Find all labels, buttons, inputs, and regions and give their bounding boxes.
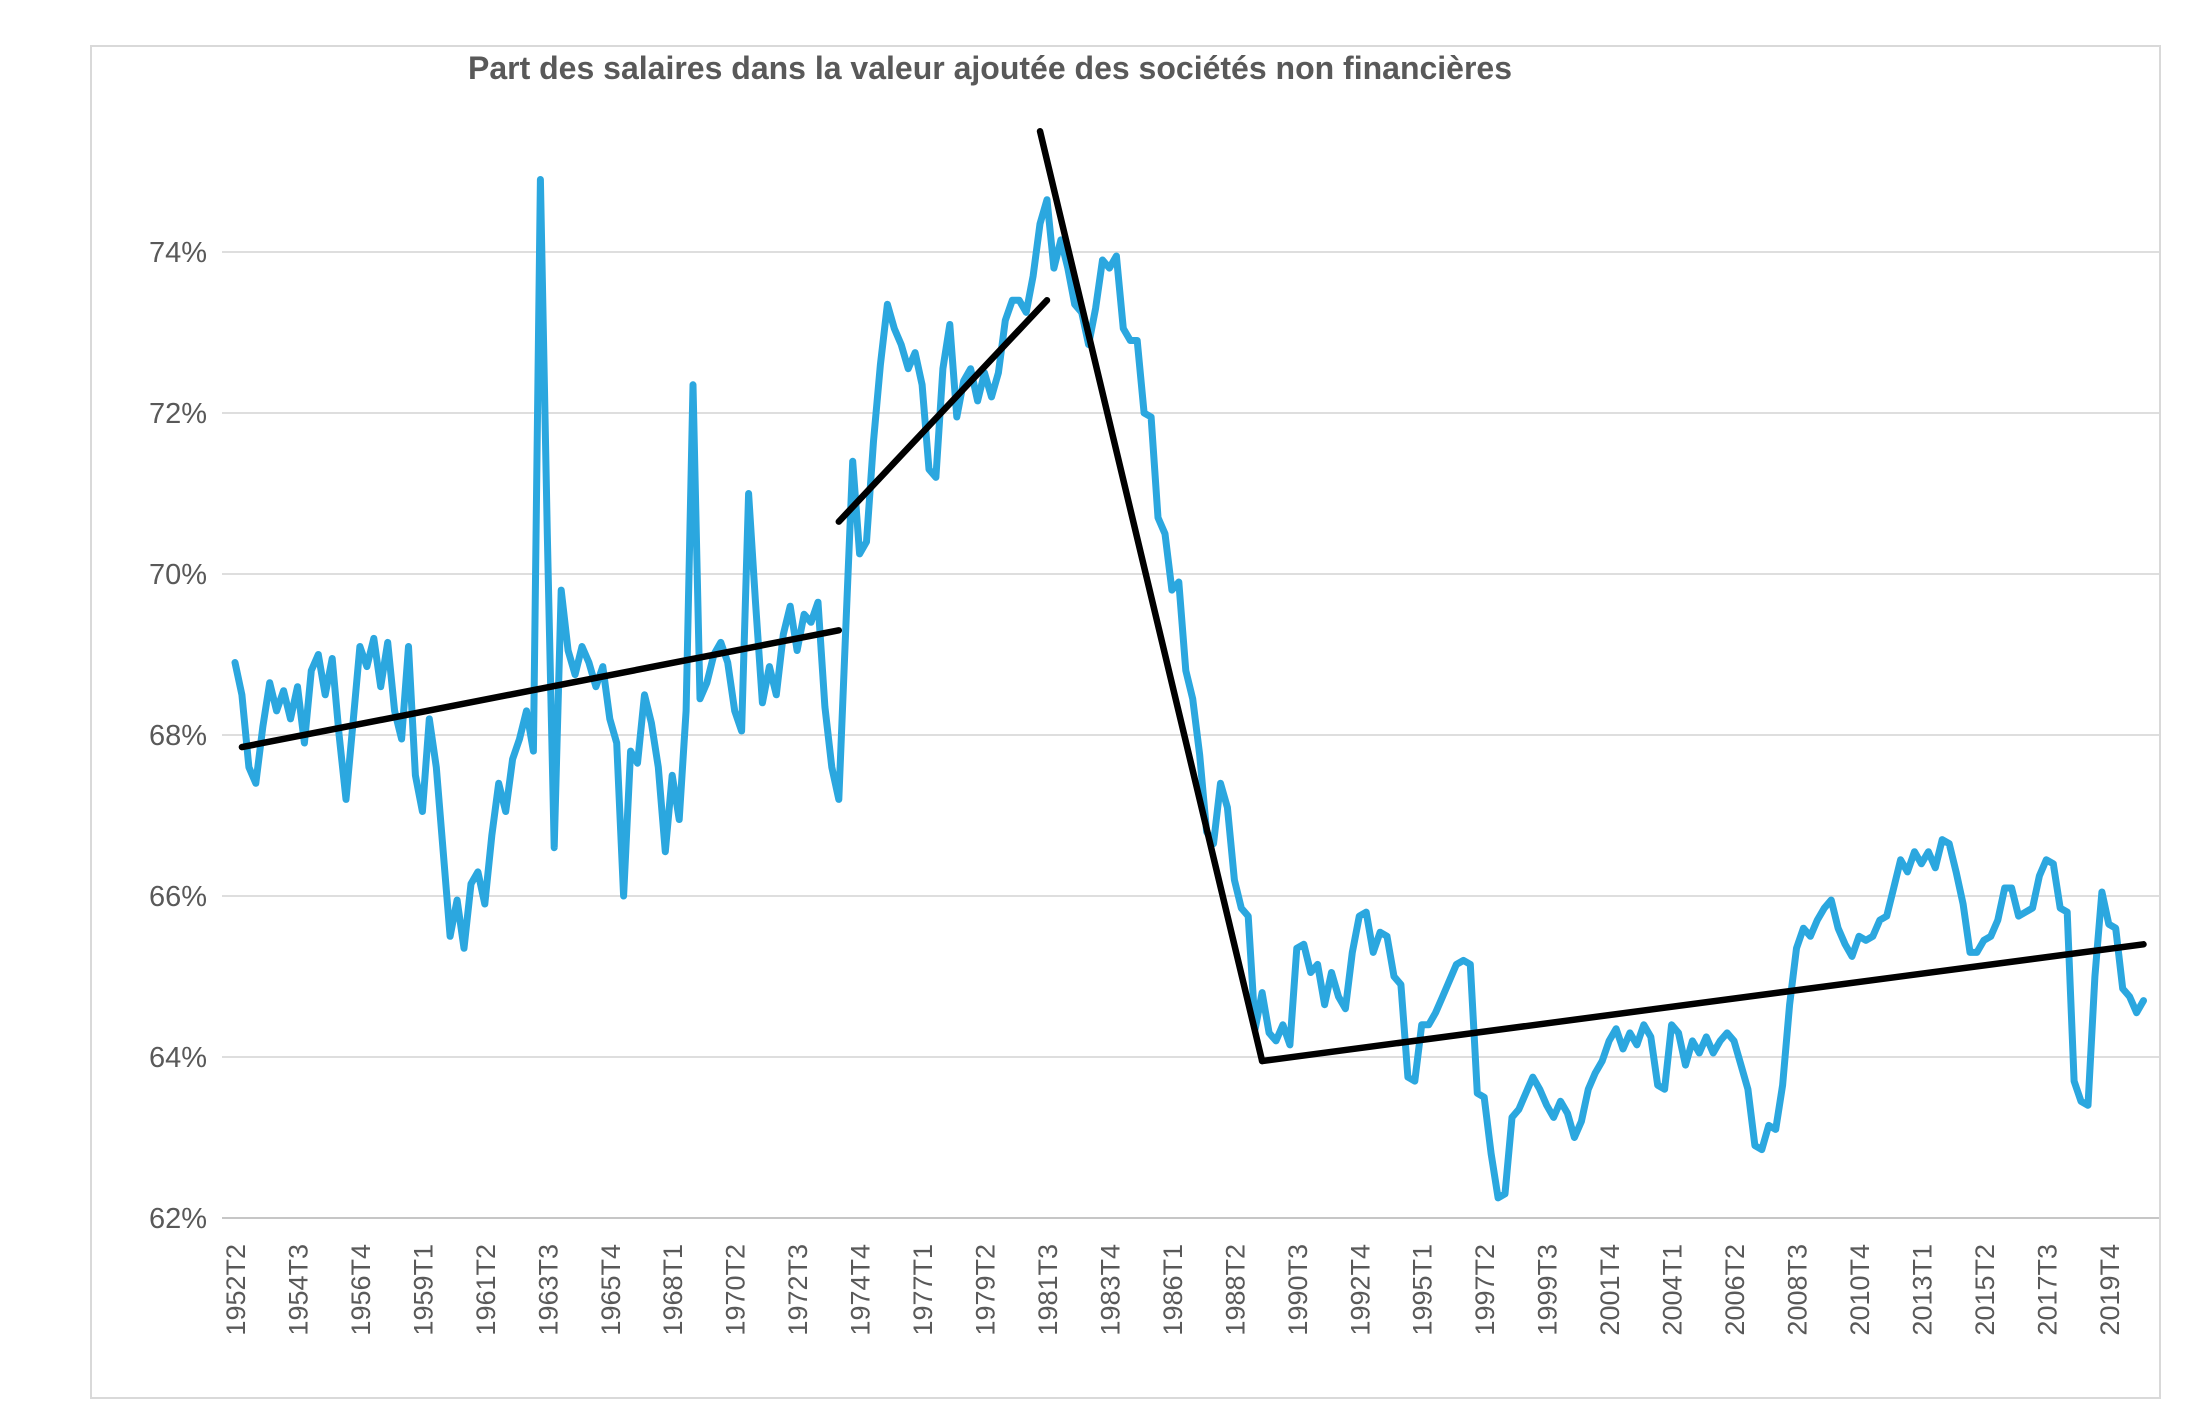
x-tick-label-2006T2: 2006T2 <box>1720 1244 1750 1336</box>
x-tick-label-2015T2: 2015T2 <box>1970 1244 2000 1336</box>
x-tick-label-1992T4: 1992T4 <box>1345 1244 1375 1336</box>
x-tick-label-1956T4: 1956T4 <box>346 1244 376 1336</box>
y-tick-label-74%: 74% <box>149 237 207 269</box>
y-tick-label-72%: 72% <box>149 398 207 430</box>
x-tick-label-2008T3: 2008T3 <box>1783 1244 1813 1336</box>
x-tick-label-2004T1: 2004T1 <box>1658 1244 1688 1336</box>
x-tick-label-1952T2: 1952T2 <box>221 1244 251 1336</box>
x-tick-label-1995T1: 1995T1 <box>1408 1244 1438 1336</box>
x-tick-label-1988T2: 1988T2 <box>1220 1244 1250 1336</box>
x-tick-label-1986T1: 1986T1 <box>1158 1244 1188 1336</box>
x-tick-label-1972T3: 1972T3 <box>783 1244 813 1336</box>
chart-title: Part des salaires dans la valeur ajoutée… <box>467 50 1513 86</box>
x-tick-label-2019T4: 2019T4 <box>2095 1244 2125 1336</box>
x-tick-label-1990T3: 1990T3 <box>1283 1244 1313 1336</box>
x-tick-label-1979T2: 1979T2 <box>971 1244 1001 1336</box>
x-tick-label-2013T1: 2013T1 <box>1907 1244 1937 1336</box>
x-tick-label-2010T4: 2010T4 <box>1845 1244 1875 1336</box>
x-tick-label-1959T1: 1959T1 <box>408 1244 438 1336</box>
y-tick-label-62%: 62% <box>149 1203 207 1235</box>
x-tick-label-1974T4: 1974T4 <box>846 1244 876 1336</box>
y-tick-label-68%: 68% <box>149 720 207 752</box>
x-tick-label-1965T4: 1965T4 <box>596 1244 626 1336</box>
trend-line-1 <box>238 627 843 751</box>
x-tick-label-1983T4: 1983T4 <box>1095 1244 1125 1336</box>
y-tick-label-70%: 70% <box>149 559 207 591</box>
trend-line-4 <box>1258 941 2147 1065</box>
trend-line-2 <box>835 297 1051 525</box>
x-tick-label-2017T3: 2017T3 <box>2032 1244 2062 1336</box>
x-tick-label-1999T3: 1999T3 <box>1533 1244 1563 1336</box>
x-tick-label-1997T2: 1997T2 <box>1470 1244 1500 1336</box>
x-tick-label-1963T3: 1963T3 <box>533 1244 563 1336</box>
y-tick-label-64%: 64% <box>149 1042 207 1074</box>
series-line-part-des-salaires <box>231 176 2147 1202</box>
chart-frame <box>90 45 2161 1399</box>
x-tick-label-1968T1: 1968T1 <box>658 1244 688 1336</box>
y-tick-label-66%: 66% <box>149 881 207 913</box>
x-tick-label-1954T3: 1954T3 <box>283 1244 313 1336</box>
x-tick-label-1970T2: 1970T2 <box>721 1244 751 1336</box>
x-tick-label-1981T3: 1981T3 <box>1033 1244 1063 1336</box>
x-tick-label-2001T4: 2001T4 <box>1595 1244 1625 1336</box>
x-tick-label-1977T1: 1977T1 <box>908 1244 938 1336</box>
trend-line-3 <box>1036 128 1266 1065</box>
x-tick-label-1961T2: 1961T2 <box>471 1244 501 1336</box>
